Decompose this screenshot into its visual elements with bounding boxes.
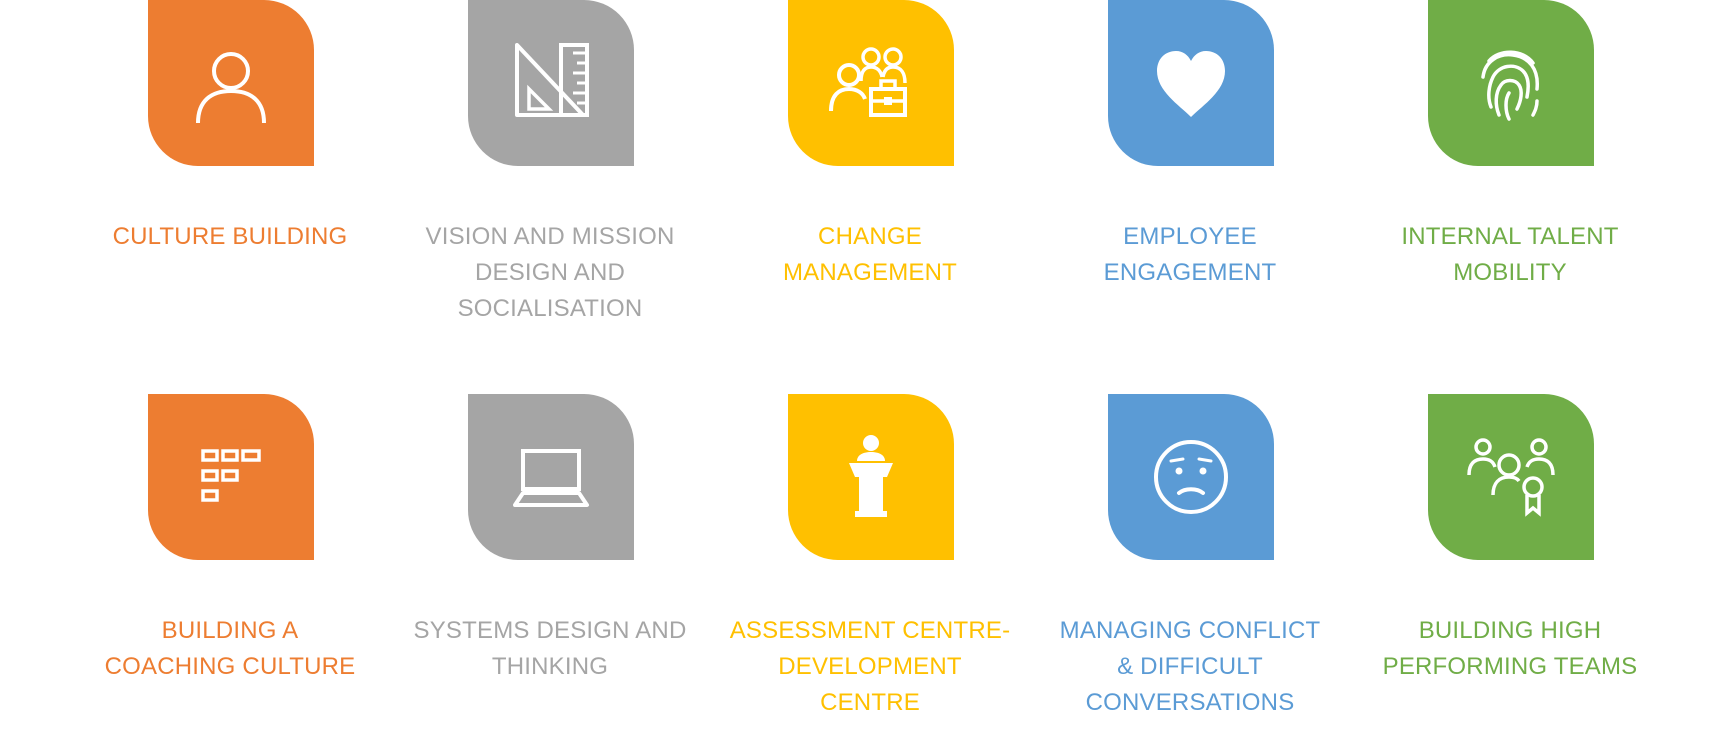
coaching-culture-label: BUILDING A COACHING CULTURE [104,617,356,680]
user-icon [196,52,266,124]
grid-blocks-icon [201,449,261,502]
culture-building-tile [148,0,314,166]
employee-engagement-tile [1108,0,1274,166]
worried-face-icon [1154,440,1228,514]
change-management-tile [788,0,954,166]
high-performing-teams-label: BUILDING HIGH PERFORMING TEAMS [1382,617,1638,680]
employee-engagement-label: EMPLOYEE ENGAGEMENT [1103,223,1277,286]
vision-mission-label: VISION AND MISSION DESIGN AND SOCIALISAT… [425,223,675,322]
high-performing-teams-tile [1428,394,1594,560]
heart-icon [1157,51,1225,117]
internal-talent-mobility-label: INTERNAL TALENT MOBILITY [1401,223,1619,286]
assessment-centre-label: ASSESSMENT CENTRE- DEVELOPMENT CENTRE [729,617,1011,716]
laptop-icon [513,449,589,507]
change-management-label: CHANGE MANAGEMENT [782,223,957,286]
culture-building-label: CULTURE BUILDING [112,223,348,250]
podium-speaker-icon [849,435,893,517]
ruler-triangle-icon [515,43,589,117]
managing-conflict-label: MANAGING CONFLICT & DIFFICULT CONVERSATI… [1059,617,1321,716]
people-briefcase-icon [829,47,907,117]
team-award-icon [1467,438,1555,517]
internal-talent-mobility-tile [1428,0,1594,166]
systems-design-label: SYSTEMS DESIGN AND THINKING [413,617,687,680]
fingerprint-icon [1481,50,1539,121]
managing-conflict-tile [1108,394,1274,560]
coaching-culture-tile [148,394,314,560]
assessment-centre-tile [788,394,954,560]
systems-design-tile [468,394,634,560]
vision-mission-tile [468,0,634,166]
